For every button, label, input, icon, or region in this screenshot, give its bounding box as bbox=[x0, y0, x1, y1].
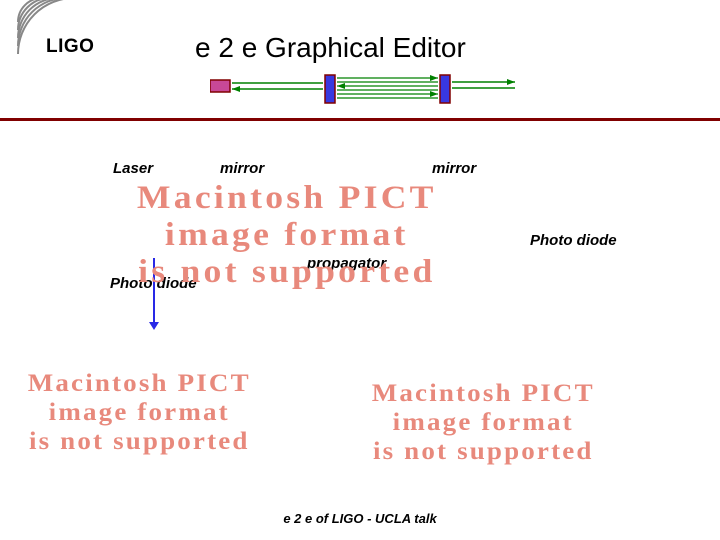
page-title: e 2 e Graphical Editor bbox=[195, 32, 466, 64]
pict-line: is not supported bbox=[137, 254, 437, 291]
pict-placeholder-top: Macintosh PICT image format is not suppo… bbox=[137, 180, 437, 291]
pict-line: image format bbox=[137, 217, 437, 254]
mirror-right-icon bbox=[440, 75, 450, 103]
pict-line: Macintosh PICT bbox=[137, 180, 437, 217]
pict-placeholder-bottom-left: Macintosh PICT image format is not suppo… bbox=[28, 370, 251, 456]
pict-line: Macintosh PICT bbox=[372, 380, 595, 409]
photo-diode-right-label: Photo diode bbox=[530, 232, 617, 249]
mirror-left-icon bbox=[325, 75, 335, 103]
ligo-logo: LIGO bbox=[10, 8, 120, 63]
optics-schematic bbox=[210, 70, 520, 110]
mirror1-label: mirror bbox=[220, 160, 264, 177]
pict-line: is not supported bbox=[28, 428, 251, 457]
footer-text: e 2 e of LIGO - UCLA talk bbox=[0, 511, 720, 526]
pict-line: image format bbox=[372, 409, 595, 438]
divider bbox=[0, 118, 720, 121]
laser-label: Laser bbox=[113, 160, 153, 177]
logo-text: LIGO bbox=[46, 36, 94, 58]
pict-line: image format bbox=[28, 399, 251, 428]
pict-placeholder-bottom-right: Macintosh PICT image format is not suppo… bbox=[372, 380, 595, 466]
laser-box-icon bbox=[210, 80, 230, 92]
mirror2-label: mirror bbox=[432, 160, 476, 177]
pict-line: Macintosh PICT bbox=[28, 370, 251, 399]
pict-line: is not supported bbox=[372, 438, 595, 467]
